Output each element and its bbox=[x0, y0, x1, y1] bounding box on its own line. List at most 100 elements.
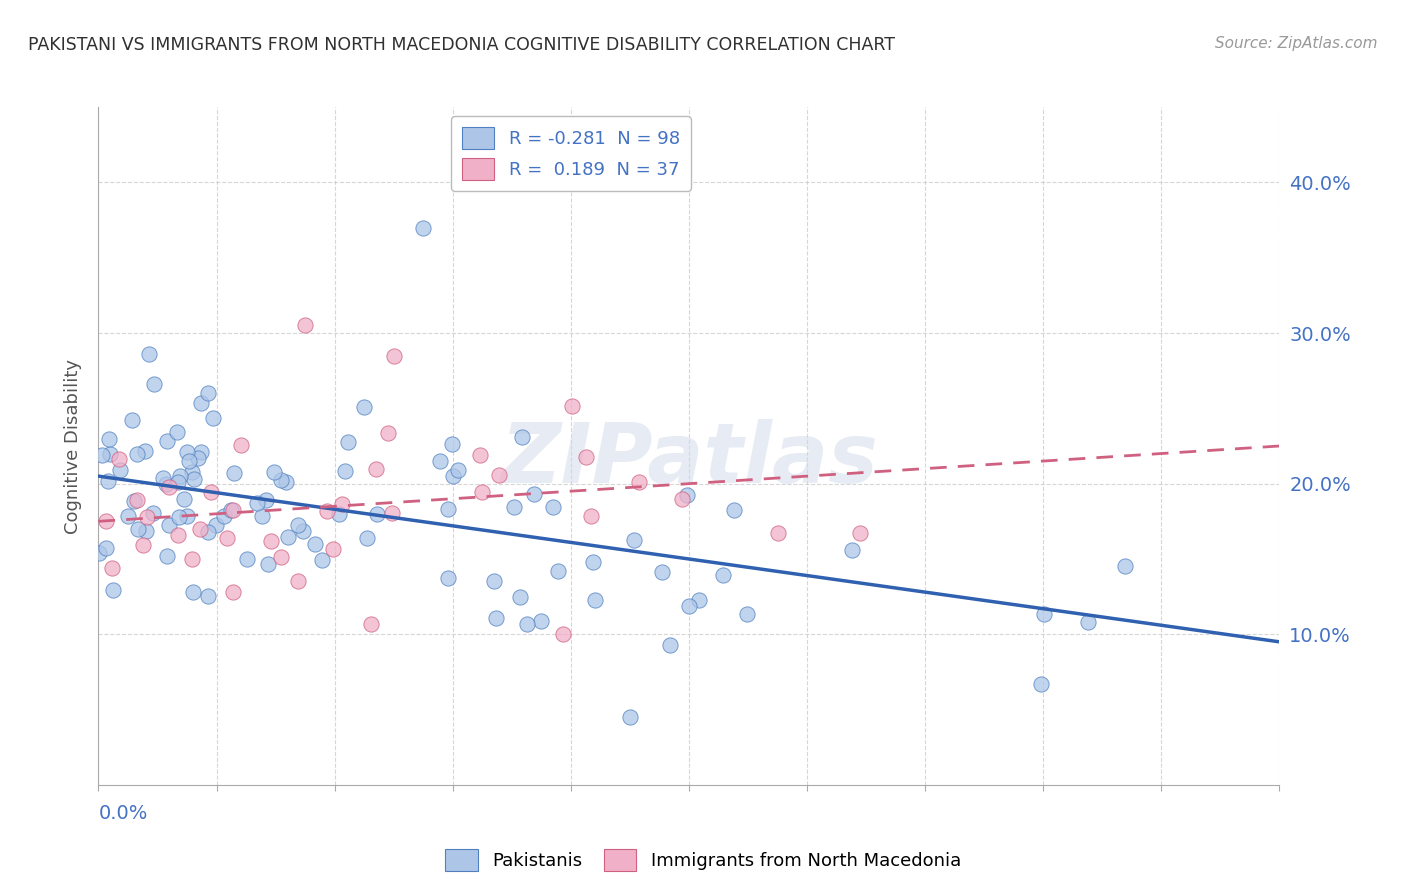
Text: 0.0%: 0.0% bbox=[98, 804, 148, 823]
Point bbox=[254, 493, 277, 508]
Point bbox=[127, 522, 149, 536]
Point bbox=[117, 508, 139, 523]
Text: Source: ZipAtlas.com: Source: ZipAtlas.com bbox=[1215, 36, 1378, 51]
Legend: R = -0.281  N = 98, R =  0.189  N = 37: R = -0.281 N = 98, R = 0.189 N = 37 bbox=[451, 116, 690, 191]
Point bbox=[135, 510, 157, 524]
Point bbox=[353, 400, 375, 414]
Text: ZIPatlas: ZIPatlas bbox=[501, 419, 877, 500]
Point bbox=[579, 509, 602, 524]
Point bbox=[304, 536, 326, 550]
Point bbox=[167, 528, 190, 542]
Point bbox=[676, 488, 699, 502]
Point bbox=[219, 503, 242, 517]
Point bbox=[197, 525, 219, 540]
Point bbox=[183, 472, 205, 486]
Point bbox=[583, 592, 606, 607]
Point bbox=[180, 465, 202, 479]
Point bbox=[651, 566, 673, 580]
Point bbox=[222, 503, 245, 517]
Text: PAKISTANI VS IMMIGRANTS FROM NORTH MACEDONIA COGNITIVE DISABILITY CORRELATION CH: PAKISTANI VS IMMIGRANTS FROM NORTH MACED… bbox=[28, 36, 896, 54]
Point bbox=[91, 448, 114, 462]
Point bbox=[502, 500, 524, 515]
Point bbox=[157, 517, 180, 532]
Point bbox=[200, 485, 222, 500]
Point bbox=[176, 508, 198, 523]
Point bbox=[766, 526, 789, 541]
Point bbox=[188, 522, 211, 536]
Point bbox=[330, 497, 353, 511]
Point bbox=[132, 538, 155, 552]
Point bbox=[270, 549, 292, 564]
Point bbox=[260, 533, 283, 548]
Point bbox=[173, 492, 195, 507]
Point bbox=[179, 454, 201, 468]
Point bbox=[547, 564, 569, 578]
Point bbox=[87, 546, 110, 560]
Point bbox=[437, 571, 460, 585]
Point bbox=[1032, 607, 1054, 621]
Point bbox=[623, 533, 645, 548]
Point bbox=[257, 557, 280, 571]
Point bbox=[166, 425, 188, 439]
Point bbox=[841, 542, 863, 557]
Point bbox=[274, 475, 297, 489]
Point bbox=[619, 710, 641, 724]
Point bbox=[437, 502, 460, 516]
Point bbox=[121, 413, 143, 427]
Point bbox=[688, 593, 710, 607]
Point bbox=[1114, 558, 1136, 573]
Point bbox=[108, 452, 131, 467]
Point bbox=[287, 517, 309, 532]
Point bbox=[382, 349, 405, 363]
Point bbox=[245, 496, 267, 510]
Point bbox=[1031, 677, 1053, 691]
Point bbox=[364, 461, 387, 475]
Point bbox=[468, 448, 491, 462]
Point bbox=[678, 599, 700, 613]
Point bbox=[201, 411, 224, 425]
Point bbox=[127, 493, 149, 508]
Point bbox=[523, 487, 546, 501]
Point bbox=[125, 447, 148, 461]
Point bbox=[250, 508, 273, 523]
Point bbox=[377, 425, 399, 440]
Point bbox=[360, 616, 382, 631]
Point bbox=[98, 433, 121, 447]
Point bbox=[381, 506, 404, 520]
Point bbox=[287, 574, 309, 588]
Point bbox=[366, 508, 388, 522]
Point bbox=[441, 437, 464, 451]
Point bbox=[236, 551, 259, 566]
Point bbox=[98, 447, 121, 461]
Point bbox=[187, 450, 209, 465]
Point bbox=[429, 454, 451, 468]
Point bbox=[222, 466, 245, 480]
Point bbox=[155, 477, 177, 491]
Point bbox=[627, 475, 650, 490]
Point bbox=[97, 474, 120, 488]
Point bbox=[270, 474, 292, 488]
Point bbox=[135, 524, 157, 539]
Point bbox=[166, 475, 188, 490]
Point bbox=[142, 506, 165, 520]
Point bbox=[156, 549, 179, 564]
Point bbox=[143, 376, 166, 391]
Point bbox=[190, 444, 212, 458]
Point bbox=[582, 555, 605, 569]
Point bbox=[658, 639, 681, 653]
Point bbox=[190, 396, 212, 410]
Point bbox=[510, 430, 533, 444]
Point bbox=[356, 532, 378, 546]
Point bbox=[311, 553, 333, 567]
Point bbox=[122, 493, 145, 508]
Point bbox=[848, 525, 870, 540]
Point bbox=[181, 585, 204, 599]
Point bbox=[575, 450, 598, 464]
Point bbox=[561, 399, 583, 413]
Point bbox=[482, 574, 505, 588]
Point bbox=[204, 518, 226, 533]
Point bbox=[735, 607, 758, 621]
Point bbox=[485, 610, 508, 624]
Point bbox=[447, 463, 470, 477]
Point bbox=[412, 220, 434, 235]
